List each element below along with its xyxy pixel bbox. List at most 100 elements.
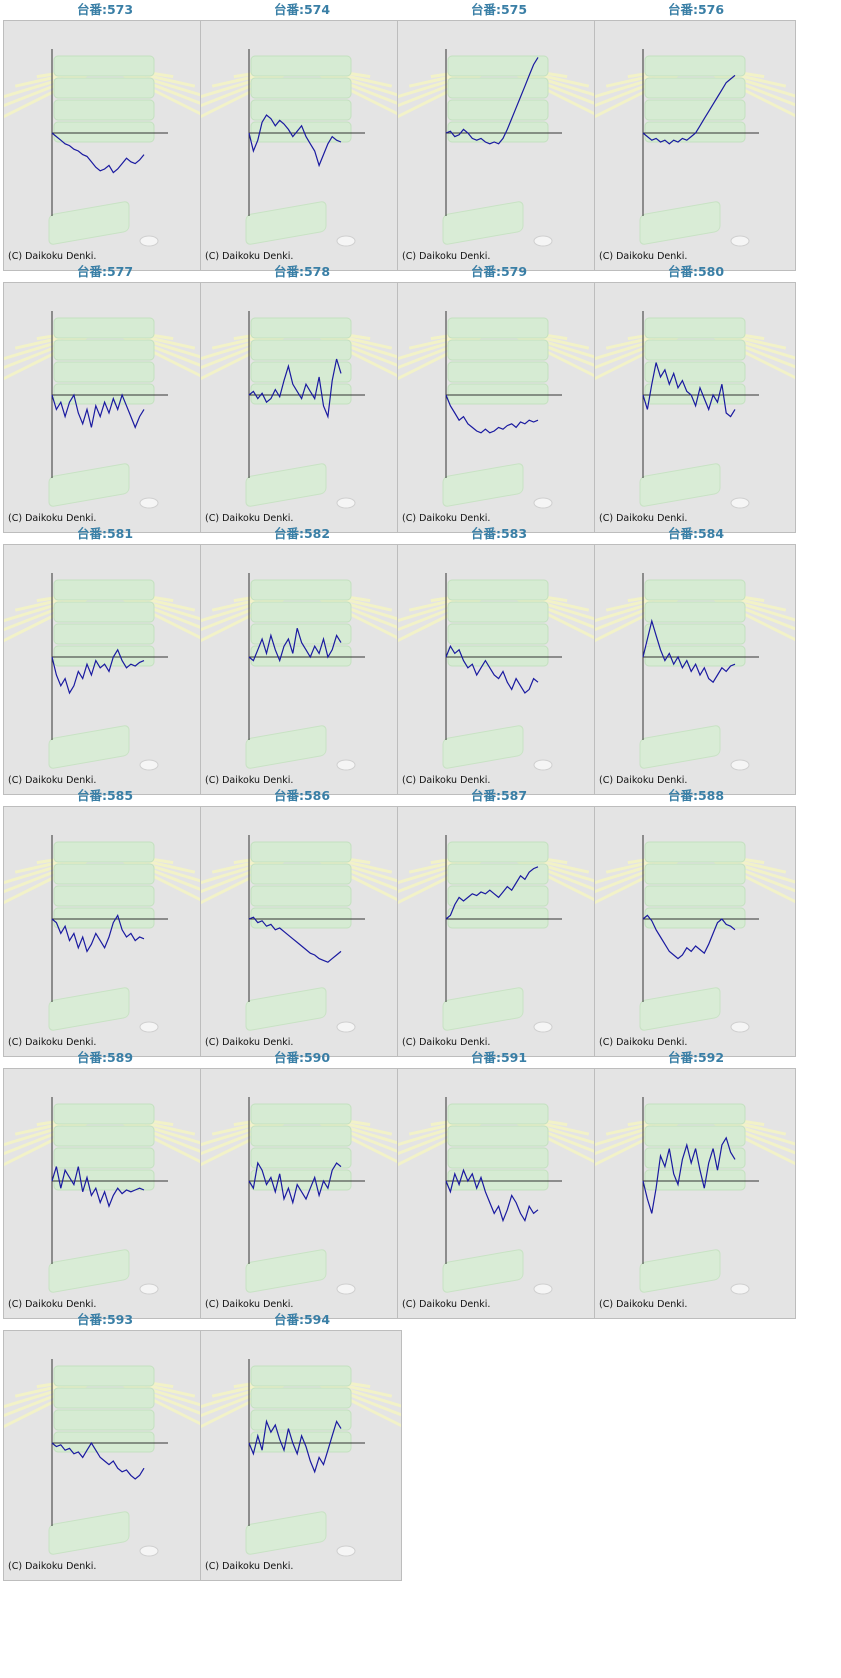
decoration-coin	[730, 759, 750, 771]
copyright-text: (C) Daikoku Denki.	[599, 513, 688, 524]
copyright-text: (C) Daikoku Denki.	[8, 513, 97, 524]
chart-svg	[595, 573, 795, 771]
background-decoration	[595, 579, 795, 771]
background-decoration	[398, 55, 598, 247]
decoration-block	[447, 361, 549, 383]
copyright-text: (C) Daikoku Denki.	[205, 251, 294, 262]
decoration-block	[644, 885, 746, 907]
chart-panel: (C) Daikoku Denki.	[594, 282, 796, 533]
decoration-tray	[639, 1249, 721, 1293]
decoration-block	[53, 121, 155, 143]
slot-chart: 台番:588 (C) Daikoku Denki.	[591, 786, 801, 1057]
decoration-block	[53, 863, 155, 885]
chart-title: 台番:592	[667, 1050, 725, 1065]
series-line	[445, 866, 539, 920]
decoration-block	[250, 1103, 352, 1125]
decoration-block	[644, 1169, 746, 1191]
series-line	[51, 913, 145, 953]
decoration-coin	[336, 1545, 356, 1557]
chart-panel: (C) Daikoku Denki.	[200, 1330, 402, 1581]
chart-svg	[201, 835, 401, 1033]
decoration-coin	[139, 1545, 159, 1557]
decoration-tray	[442, 987, 524, 1031]
chart-svg	[201, 1359, 401, 1557]
decoration-block	[250, 121, 352, 143]
decoration-coin	[139, 1283, 159, 1295]
chart-panel: (C) Daikoku Denki.	[397, 806, 599, 1057]
series-line	[51, 648, 145, 695]
chart-panel: (C) Daikoku Denki.	[200, 544, 402, 795]
decoration-block	[250, 339, 352, 361]
decoration-block	[250, 55, 352, 77]
decoration-block	[644, 863, 746, 885]
decoration-block	[644, 623, 746, 645]
slot-chart: 台番:576 (C) Daikoku Denki.	[591, 0, 801, 271]
copyright-text: (C) Daikoku Denki.	[8, 251, 97, 262]
decoration-block	[250, 1387, 352, 1409]
decoration-block	[447, 1103, 549, 1125]
copyright-text: (C) Daikoku Denki.	[402, 251, 491, 262]
chart-svg	[398, 835, 598, 1033]
background-decoration	[398, 579, 598, 771]
decoration-block	[250, 1147, 352, 1169]
chart-panel: (C) Daikoku Denki.	[200, 1068, 402, 1319]
decoration-block	[53, 601, 155, 623]
decoration-block	[447, 623, 549, 645]
decoration-block	[644, 121, 746, 143]
decoration-block	[250, 1125, 352, 1147]
background-decoration	[398, 317, 598, 509]
series-line	[248, 114, 342, 168]
chart-panel: (C) Daikoku Denki.	[594, 544, 796, 795]
decoration-block	[644, 55, 746, 77]
decoration-block	[53, 1125, 155, 1147]
series-line	[51, 1441, 145, 1480]
decoration-block	[250, 645, 352, 667]
background-decoration	[4, 317, 204, 509]
slot-chart: 台番:573 (C) Daikoku Denki.	[0, 0, 210, 271]
slot-chart: 台番:577 (C) Daikoku Denki.	[0, 262, 210, 533]
decoration-coin	[139, 1021, 159, 1033]
decoration-block	[644, 339, 746, 361]
series-line	[642, 914, 736, 960]
decoration-tray	[245, 1511, 327, 1555]
decoration-block	[250, 885, 352, 907]
background-decoration	[201, 55, 401, 247]
decoration-block	[53, 1409, 155, 1431]
series-line	[248, 916, 342, 963]
chart-panel: (C) Daikoku Denki.	[594, 806, 796, 1057]
chart-title: 台番:583	[470, 526, 528, 541]
decoration-tray	[442, 201, 524, 245]
series-line	[51, 393, 145, 430]
slot-chart: 台番:589 (C) Daikoku Denki.	[0, 1048, 210, 1319]
decoration-block	[53, 623, 155, 645]
copyright-text: (C) Daikoku Denki.	[205, 775, 294, 786]
decoration-block	[447, 121, 549, 143]
decoration-block	[644, 1103, 746, 1125]
decoration-tray	[442, 1249, 524, 1293]
decoration-coin	[533, 759, 553, 771]
decoration-block	[53, 885, 155, 907]
copyright-text: (C) Daikoku Denki.	[8, 1299, 97, 1310]
decoration-tray	[245, 463, 327, 507]
chart-title: 台番:575	[470, 2, 528, 17]
decoration-coin	[336, 1021, 356, 1033]
series-line	[248, 628, 342, 663]
decoration-block	[644, 579, 746, 601]
chart-title: 台番:588	[667, 788, 725, 803]
decoration-tray	[48, 463, 130, 507]
chart-panel: (C) Daikoku Denki.	[594, 1068, 796, 1319]
decoration-block	[644, 317, 746, 339]
decoration-tray	[245, 201, 327, 245]
chart-svg	[201, 311, 401, 509]
slot-chart: 台番:586 (C) Daikoku Denki.	[197, 786, 407, 1057]
chart-title: 台番:579	[470, 264, 528, 279]
decoration-block	[250, 77, 352, 99]
decoration-block	[53, 1103, 155, 1125]
decoration-block	[447, 99, 549, 121]
chart-title: 台番:576	[667, 2, 725, 17]
copyright-text: (C) Daikoku Denki.	[599, 1299, 688, 1310]
decoration-block	[447, 645, 549, 667]
decoration-block	[53, 579, 155, 601]
decoration-tray	[245, 725, 327, 769]
background-decoration	[201, 1103, 401, 1295]
